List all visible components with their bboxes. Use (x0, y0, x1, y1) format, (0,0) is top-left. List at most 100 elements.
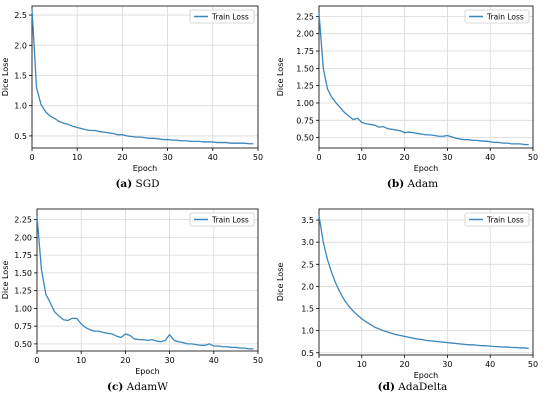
chart-panel-adadelta: 0 10 20 30 40 50 0.5 1.0 1.5 2.0 2.5 3.0 3.5 Epoch Dic… (275, 200, 550, 401)
x-tick-label: 50 (253, 153, 263, 162)
chart-panel-sgd: 0 10 20 30 40 50 0.5 1.0 1.5 2.0 2.5 Epoch Dice Lose… (0, 0, 275, 200)
caption-tag: (a) (115, 178, 133, 190)
chart-panel-adam: 0 10 20 30 40 50 0.50 0.75 1.00 1.25 1.50 1.75 2.00 2… (275, 0, 550, 200)
y-tick-label: 1.75 (14, 251, 32, 260)
y-tick-label: 1.25 (296, 82, 314, 91)
legend: Train Loss (464, 9, 530, 24)
plot-frame (36, 208, 259, 352)
x-tick-label: 10 (76, 356, 86, 365)
x-tick-label: 40 (209, 356, 219, 365)
y-tick-label: 2.25 (296, 12, 314, 21)
y-tick-label: 2.0 (301, 282, 314, 291)
x-tick-label: 0 (316, 360, 321, 369)
y-tick-label: 3.5 (301, 216, 314, 225)
y-tick-label: 1.50 (14, 269, 32, 278)
x-tick-label: 30 (442, 360, 452, 369)
y-axis-label: Dice Lose (276, 58, 285, 97)
x-axis-label: Epoch (414, 164, 439, 173)
caption-adadelta: (d) AdaDelta (275, 381, 550, 393)
x-tick-label: 0 (34, 356, 39, 365)
x-tick-label: 50 (253, 356, 263, 365)
y-tick-label: 2.25 (14, 216, 32, 225)
y-tick-label: 1.25 (14, 287, 32, 296)
y-tick-label: 1.5 (14, 71, 27, 80)
legend-box (464, 212, 530, 227)
caption-name: AdamW (126, 381, 168, 393)
chart-svg: 0 10 20 30 40 50 0.5 1.0 1.5 2.0 2.5 Epoch Dice Lose… (1, 5, 263, 173)
y-tick-label: 0.50 (14, 340, 32, 349)
series-line-train-loss (31, 8, 254, 145)
y-tick-label: 1.75 (296, 47, 314, 56)
x-axis-label: Epoch (414, 371, 439, 380)
x-tick-label: 0 (316, 153, 321, 162)
y-tick-label: 1.50 (296, 64, 314, 73)
x-tick-label: 50 (528, 360, 538, 369)
x-axis-label: Epoch (135, 367, 160, 376)
y-tick-label: 0.75 (296, 116, 314, 125)
x-tick-label: 0 (29, 153, 34, 162)
grid (31, 6, 259, 148)
legend-box (189, 212, 255, 227)
grid (36, 209, 259, 351)
y-axis-label: Dice Lose (1, 58, 10, 97)
y-tick-label: 1.0 (301, 327, 314, 336)
x-tick-label: 30 (163, 153, 173, 162)
x-tick-label: 50 (528, 153, 538, 162)
y-tick-label: 1.5 (301, 305, 314, 314)
x-tick-label: 10 (357, 153, 367, 162)
x-tick-label: 10 (357, 360, 367, 369)
x-tick-label: 20 (400, 360, 410, 369)
chart-panel-adamw: 0 10 20 30 40 50 0.50 0.75 1.00 1.25 1.50 1.75 2.00 2… (0, 200, 275, 401)
y-tick-label: 1.0 (14, 102, 27, 111)
legend-label: Train Loss (211, 12, 249, 21)
caption-sgd: (a) SGD (0, 178, 275, 190)
caption-tag: (d) (377, 381, 395, 393)
caption-name: SGD (135, 178, 160, 190)
y-axis-label: Dice Lose (1, 261, 10, 300)
x-tick-label: 40 (208, 153, 218, 162)
legend-label: Train Loss (486, 12, 524, 21)
x-tick-label: 20 (120, 356, 130, 365)
y-tick-label: 2.0 (14, 41, 27, 50)
legend-box (464, 9, 530, 24)
legend: Train Loss (189, 212, 255, 227)
legend-label: Train Loss (486, 215, 524, 224)
caption-adamw: (c) AdamW (0, 381, 275, 393)
x-tick-label: 10 (72, 153, 82, 162)
caption-adam: (b) Adam (275, 178, 550, 190)
plot-frame (318, 208, 534, 356)
y-tick-label: 2.00 (296, 30, 314, 39)
chart-svg: 0 10 20 30 40 50 0.50 0.75 1.00 1.25 1.50 1.75 2.00 2… (276, 5, 538, 173)
x-tick-label: 40 (485, 360, 495, 369)
x-tick-label: 20 (400, 153, 410, 162)
x-tick-label: 40 (485, 153, 495, 162)
y-tick-label: 1.00 (14, 304, 32, 313)
series-line-train-loss (318, 215, 529, 350)
y-tick-label: 2.5 (14, 11, 27, 20)
y-tick-label: 0.5 (14, 132, 27, 141)
y-tick-label: 0.50 (296, 134, 314, 143)
grid (318, 6, 534, 148)
caption-name: Adam (407, 178, 439, 190)
y-tick-label: 2.00 (14, 233, 32, 242)
x-tick-label: 30 (442, 153, 452, 162)
legend: Train Loss (189, 9, 255, 24)
chart-svg: 0 10 20 30 40 50 0.5 1.0 1.5 2.0 2.5 3.0 3.5 Epoch Dic… (276, 208, 538, 380)
x-tick-label: 20 (117, 153, 127, 162)
y-tick-label: 1.00 (296, 99, 314, 108)
series-line-train-loss (36, 216, 254, 350)
plot-frame (31, 5, 259, 149)
x-tick-label: 30 (165, 356, 175, 365)
series-line-train-loss (318, 12, 529, 146)
plot-frame (318, 5, 534, 149)
y-axis-label: Dice Lose (276, 263, 285, 302)
grid (318, 209, 534, 355)
y-tick-label: 2.5 (301, 260, 314, 269)
caption-name: AdaDelta (398, 381, 448, 393)
y-tick-label: 0.75 (14, 322, 32, 331)
y-tick-label: 3.0 (301, 238, 314, 247)
legend-label: Train Loss (211, 215, 249, 224)
chart-svg: 0 10 20 30 40 50 0.50 0.75 1.00 1.25 1.50 1.75 2.00 2… (1, 208, 263, 376)
caption-tag: (b) (386, 178, 405, 190)
legend: Train Loss (464, 212, 530, 227)
